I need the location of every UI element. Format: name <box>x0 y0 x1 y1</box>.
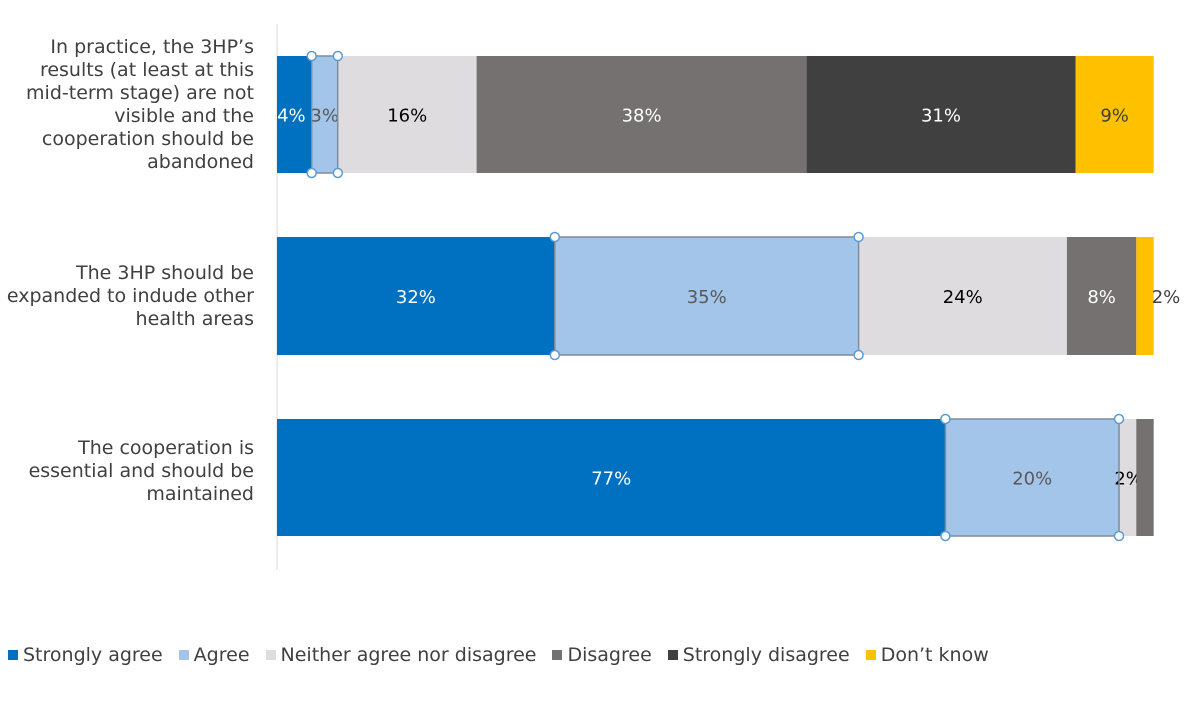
bar-neither-agree-nor-disagree-1 <box>858 237 1067 355</box>
bar-disagree-2 <box>1136 419 1154 536</box>
bar-strongly-agree-2 <box>277 419 946 536</box>
selection-handle-2-1[interactable] <box>1113 413 1125 425</box>
selection-frame-2[interactable] <box>944 418 1120 537</box>
legend-item-strongly-agree: Strongly agree <box>8 644 163 666</box>
selection-handle-2-0[interactable] <box>940 413 951 425</box>
legend-item-dont-know: Don’t know <box>865 644 989 666</box>
legend-label: Disagree <box>567 644 652 666</box>
bar-strongly-agree-1 <box>277 237 555 355</box>
data-label-disagree-0: 38% <box>622 106 662 127</box>
selection-handle-2-2[interactable] <box>940 530 951 542</box>
data-label-don-t-know-1: 2% <box>1152 287 1181 308</box>
selection-handle-0-2[interactable] <box>306 167 317 179</box>
legend-swatch <box>865 650 876 660</box>
selection-handle-1-0[interactable] <box>549 231 561 243</box>
selection-handle-1-3[interactable] <box>853 349 864 361</box>
data-label-strongly-agree-1: 32% <box>396 287 436 308</box>
data-label-agree-0: 3% <box>310 106 339 127</box>
chart-legend: Strongly agree Agree Neither agree nor d… <box>8 641 1200 669</box>
bar-strongly-disagree-0 <box>806 56 1076 173</box>
legend-item-disagree: Disagree <box>552 644 652 666</box>
data-label-disagree-1: 8% <box>1087 287 1116 308</box>
bar-agree-1 <box>554 237 859 355</box>
bar-agree-0 <box>311 56 338 173</box>
legend-swatch <box>265 650 276 660</box>
selection-handle-0-0[interactable] <box>306 50 317 62</box>
data-label-agree-2: 20% <box>1012 469 1052 490</box>
legend-item-neither: Neither agree nor disagree <box>265 644 537 666</box>
legend-swatch <box>552 650 563 660</box>
category-label-maintain: The cooperation is essential and should … <box>28 437 254 505</box>
legend-swatch <box>178 650 189 660</box>
data-label-neither-agree-nor-disagree-2: 2% <box>1114 469 1143 490</box>
legend-swatch <box>667 650 678 660</box>
legend-label: Strongly agree <box>23 644 163 666</box>
data-label-strongly-agree-0: 4% <box>277 106 306 127</box>
legend-label: Agree <box>193 644 250 666</box>
selection-frame-1[interactable] <box>554 236 860 356</box>
bar-strongly-agree-0 <box>277 56 312 173</box>
bar-disagree-1 <box>1066 237 1137 355</box>
selection-frame-0[interactable] <box>310 55 339 174</box>
bar-don-t-know-1 <box>1136 237 1154 355</box>
legend-label: Don’t know <box>880 644 989 666</box>
category-label-abandon: In practice, the 3HP’s results (at least… <box>26 36 254 173</box>
bar-don-t-know-0 <box>1075 56 1154 173</box>
selection-handle-0-1[interactable] <box>332 50 344 62</box>
legend-label: Strongly disagree <box>682 644 850 666</box>
legend-item-agree: Agree <box>178 644 250 666</box>
data-label-agree-1: 35% <box>687 287 727 308</box>
data-label-neither-agree-nor-disagree-1: 24% <box>943 287 983 308</box>
bar-disagree-0 <box>476 56 807 173</box>
data-label-neither-agree-nor-disagree-0: 16% <box>387 106 427 127</box>
selection-handle-0-3[interactable] <box>332 167 344 179</box>
selection-handle-1-1[interactable] <box>853 231 864 243</box>
legend-label: Neither agree nor disagree <box>280 644 537 666</box>
selection-handle-1-2[interactable] <box>549 349 561 361</box>
selection-handle-2-3[interactable] <box>1113 530 1125 542</box>
bar-agree-2 <box>945 419 1119 536</box>
bar-neither-agree-nor-disagree-0 <box>337 56 477 173</box>
category-label-expand: The 3HP should be expanded to indude oth… <box>6 262 254 330</box>
legend-swatch <box>8 650 18 660</box>
bar-neither-agree-nor-disagree-2 <box>1119 419 1137 536</box>
legend-item-strongly-disagree: Strongly disagree <box>667 644 850 666</box>
data-label-strongly-agree-2: 77% <box>591 469 631 490</box>
data-label-strongly-disagree-0: 31% <box>921 106 961 127</box>
data-label-don-t-know-0: 9% <box>1100 106 1129 127</box>
data-label-disagree-2: 2% <box>1155 469 1184 490</box>
